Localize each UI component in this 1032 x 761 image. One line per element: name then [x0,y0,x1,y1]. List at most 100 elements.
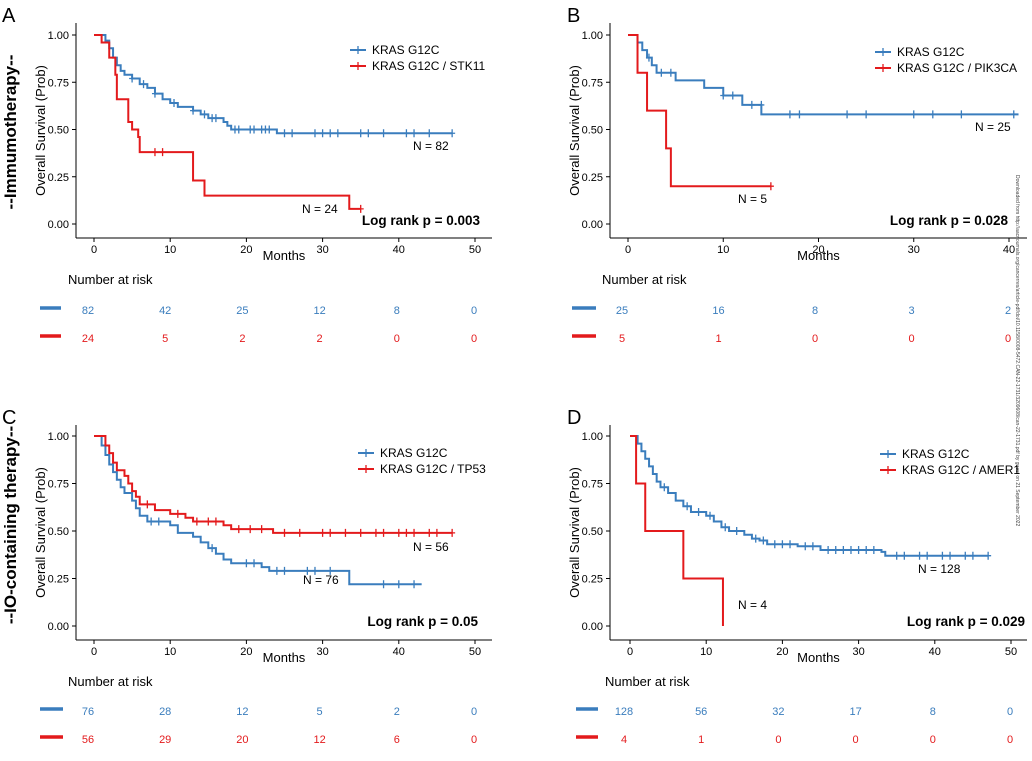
risk-count: 0 [775,734,781,746]
censor-mark [760,536,767,545]
risk-count: 82 [82,305,94,317]
censor-mark [433,528,440,537]
x-tick-label: 40 [393,646,405,658]
censor-mark [924,551,931,560]
censor-mark [449,129,456,138]
y-tick-label: 0.00 [582,621,603,633]
x-tick-label: 30 [316,646,328,658]
censor-mark [140,80,147,89]
risk-count: 8 [930,706,936,718]
censor-mark [893,551,900,560]
censor-mark [380,129,387,138]
risk-count: 0 [1007,734,1013,746]
censor-mark [311,129,318,138]
censor-mark [327,528,334,537]
panel-a: A0 10 20 30 40 500.000.250.500.751.00MonthsOv… [2,5,492,345]
risk-count: 2 [394,706,400,718]
legend-label: KRAS G12C / PIK3CA [897,61,1017,75]
censor-mark [767,182,774,191]
n-label: N = 76 [303,573,339,587]
risk-count: 8 [812,305,818,317]
n-label: N = 24 [302,202,338,216]
censor-mark [969,551,976,560]
censor-mark [787,540,794,549]
censor-mark [357,204,364,213]
censor-mark [403,129,410,138]
legend-label: KRAS G12C [897,45,965,59]
y-tick-label: 0.50 [582,125,603,137]
censor-mark [380,580,387,589]
risk-count: 29 [159,734,171,746]
risk-count: 8 [394,305,400,317]
x-tick-label: 0 [91,646,97,658]
n-label: N = 56 [413,540,449,554]
censor-mark [411,528,418,537]
survival-curve-series-1 [94,34,453,135]
risk-count: 3 [908,305,914,317]
censor-mark [151,148,158,157]
panel-letter: A [2,5,16,27]
censor-mark [327,566,334,575]
risk-count: 0 [908,333,914,345]
legend-label: KRAS G12C / STK11 [372,59,485,73]
y-tick-label: 1.00 [582,431,603,443]
censor-mark [939,551,946,560]
censor-mark [825,546,832,554]
censor-mark [667,68,674,77]
censor-mark [733,527,740,535]
risk-count: 0 [930,734,936,746]
censor-mark [273,566,280,575]
censor-mark [380,528,387,537]
panel-c: C0 10 20 30 40 500.000.250.500.751.00MonthsOv… [2,407,492,746]
risk-count: 6 [394,734,400,746]
risk-count: 20 [236,734,248,746]
risk-count: 0 [394,333,400,345]
censor-mark [802,542,809,551]
pvalue-label: Log rank p = 0.028 [890,213,1009,228]
x-tick-label: 10 [700,646,712,658]
risk-count: 28 [159,706,171,718]
x-axis-title: Months [797,650,840,665]
censor-mark [212,114,219,123]
y-tick-label: 1.00 [48,30,69,42]
x-tick-label: 40 [1003,244,1015,256]
x-tick-label: 20 [776,646,788,658]
censor-mark [411,580,418,589]
y-tick-label: 0.00 [48,621,69,633]
censor-mark [148,517,155,526]
censor-mark [281,566,288,575]
y-tick-label: 0.25 [48,574,69,586]
y-tick-label: 0.75 [48,479,69,491]
legend-label: KRAS G12C / TP53 [380,462,486,476]
censor-mark [796,110,803,119]
row-label-immunotherapy: --Immumotherapy-- [1,55,20,210]
censor-mark [258,525,265,534]
censor-mark [193,517,200,526]
panel-letter: C [2,407,16,429]
y-tick-label: 0.75 [48,77,69,89]
n-label: N = 82 [413,139,449,153]
censor-mark [357,528,364,537]
censor-mark [365,129,372,138]
censor-mark [870,546,877,554]
survival-curve-series-1 [94,435,422,586]
x-tick-label: 30 [852,646,864,658]
censor-mark [832,546,839,554]
censor-mark [327,129,334,138]
censor-mark [855,546,862,554]
risk-count: 25 [616,305,628,317]
censor-mark [722,523,729,532]
censor-mark [758,100,765,109]
legend-label: KRAS G12C [902,447,970,461]
censor-mark [958,110,965,119]
censor-mark [319,528,326,537]
x-tick-label: 10 [164,646,176,658]
y-tick-label: 0.50 [582,526,603,538]
censor-mark [311,566,318,575]
censor-mark [212,517,219,526]
censor-mark [159,148,166,157]
x-tick-label: 0 [91,244,97,256]
censor-mark [809,542,816,551]
survival-curve-series-1 [630,435,989,557]
risk-count: 0 [471,706,477,718]
